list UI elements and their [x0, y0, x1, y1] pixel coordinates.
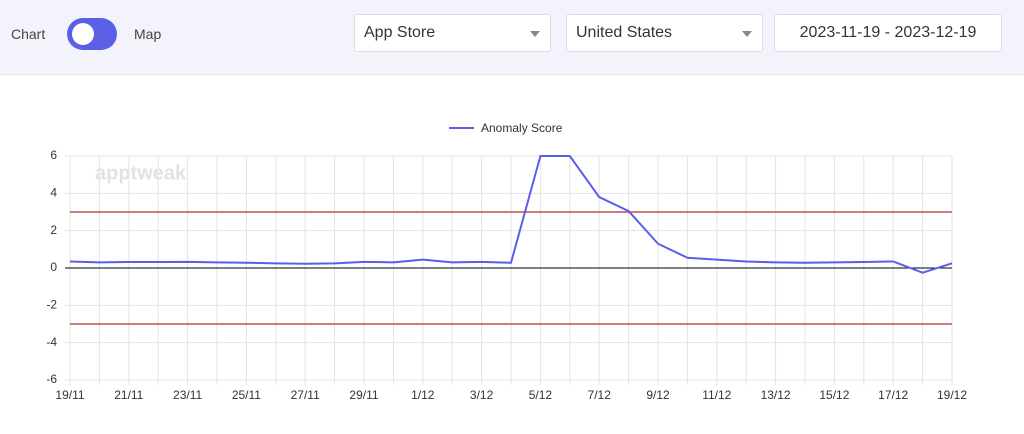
caret	[530, 31, 540, 37]
y-tick-label: -6	[46, 372, 57, 386]
select-text: United States	[576, 24, 673, 41]
x-tick-label: 3/12	[470, 388, 494, 402]
date-text: 2023-11-19 - 2023-12-19	[799, 24, 977, 41]
x-tick-label: 23/11	[173, 388, 202, 402]
y-tick-label: 6	[50, 148, 57, 162]
x-tick-label: 9/12	[646, 388, 670, 402]
x-tick-label: 7/12	[588, 388, 612, 402]
x-tick-label: 11/12	[702, 388, 731, 402]
y-tick-label: 4	[50, 186, 57, 200]
x-tick-label: 19/12	[937, 388, 967, 402]
toggle-label: Map	[134, 26, 162, 42]
x-tick-label: 21/11	[114, 388, 143, 402]
chart: apptweak 19/11 21/11 23/11 25/11 27/11 29/11 1/…	[46, 121, 967, 402]
x-tick-label: 1/12	[411, 388, 435, 402]
select-text: App Store	[364, 24, 436, 41]
toggle-label: Chart	[11, 26, 46, 42]
y-tick-label: 2	[50, 223, 57, 237]
x-tick-label: 27/11	[291, 388, 320, 402]
x-tick-label: 29/11	[349, 388, 378, 402]
legend-label: Anomaly Score	[481, 121, 563, 135]
y-tick-label: -4	[46, 335, 57, 349]
x-tick-label: 5/12	[529, 388, 553, 402]
x-tick-label: 15/12	[819, 388, 849, 402]
x-tick-label: 13/12	[761, 388, 791, 402]
x-tick-label: 25/11	[232, 388, 261, 402]
y-tick-label: 0	[50, 260, 57, 274]
caret	[742, 31, 752, 37]
toggle-knob	[72, 23, 94, 45]
country-select[interactable]: United States	[566, 14, 763, 52]
x-tick-label: 17/12	[878, 388, 908, 402]
data-line	[69, 155, 953, 274]
y-tick-label: -2	[46, 298, 57, 312]
store-select[interactable]: App Store	[354, 14, 551, 52]
date-range[interactable]: 2023-11-19 - 2023-12-19	[774, 14, 1002, 52]
view-toggle[interactable]	[67, 18, 117, 50]
toolbar: Chart Map App Store United States 2023-1…	[0, 0, 1024, 75]
x-tick-label: 19/11	[55, 388, 84, 402]
watermark: apptweak	[95, 162, 187, 184]
